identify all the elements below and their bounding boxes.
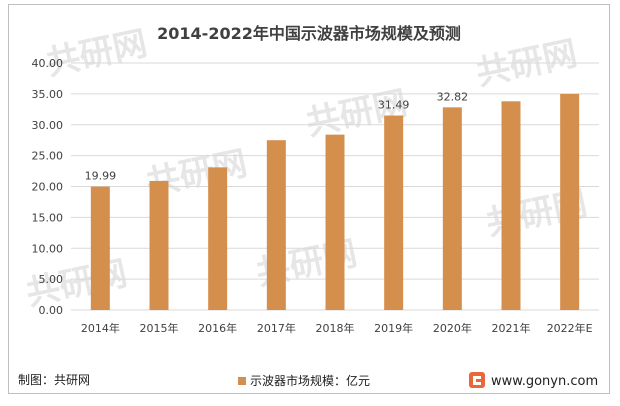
chart-frame: 共研网 共研网 共研网 共研网 共研网 共研网 共研网 2014-2022年中国示波器市场规… [8, 4, 610, 394]
x-tick-label: 2015年 [140, 321, 179, 335]
legend-label: 示波器市场规模：亿元 [250, 373, 370, 388]
x-axis-ticks: 2014年 2015年 2016年 2017年 2018年 2019年 2020年 2021年… [81, 321, 593, 335]
bar [442, 107, 462, 310]
y-tick-label: 5.00 [39, 273, 64, 286]
bar [149, 180, 169, 310]
bar [501, 101, 521, 310]
x-tick-label: 2018年 [316, 321, 355, 335]
x-tick-label: 2020年 [433, 321, 472, 335]
y-tick-label: 0.00 [39, 304, 64, 317]
y-axis-ticks: 0.00 5.00 10.00 15.00 20.00 25.00 30.00 35.00 40… [32, 57, 64, 317]
bar [208, 167, 228, 310]
x-tick-label: 2022年E [547, 321, 593, 335]
site-logo-icon [469, 372, 485, 388]
bar [325, 134, 345, 310]
source-note: 制图：共研网 [18, 373, 90, 387]
legend: 示波器市场规模：亿元 [238, 373, 370, 388]
data-label: 19.99 [85, 170, 117, 183]
x-tick-label: 2016年 [198, 321, 237, 335]
y-tick-label: 40.00 [32, 57, 64, 70]
watermark-text: 共研网 [43, 23, 151, 83]
y-tick-label: 30.00 [32, 119, 64, 132]
bar [384, 115, 404, 310]
data-label: 31.49 [378, 99, 410, 112]
data-labels: 19.99 31.49 32.82 [85, 90, 469, 182]
bar [266, 140, 286, 310]
watermark-text: 共研网 [473, 33, 581, 93]
bar [90, 186, 110, 310]
y-tick-label: 10.00 [32, 242, 64, 255]
y-tick-label: 25.00 [32, 150, 64, 163]
y-tick-label: 15.00 [32, 211, 64, 224]
y-tick-label: 20.00 [32, 181, 64, 194]
chart-title: 2014-2022年中国示波器市场规模及预测 [157, 24, 461, 43]
y-tick-label: 35.00 [32, 88, 64, 101]
bars [90, 93, 580, 310]
x-tick-label: 2017年 [257, 321, 296, 335]
x-tick-label: 2014年 [81, 321, 120, 335]
legend-swatch [238, 377, 246, 385]
bar [560, 93, 580, 310]
site-url: www.gonyn.com [491, 374, 598, 389]
x-tick-label: 2021年 [492, 321, 531, 335]
x-tick-label: 2019年 [374, 321, 413, 335]
data-label: 32.82 [437, 90, 469, 103]
